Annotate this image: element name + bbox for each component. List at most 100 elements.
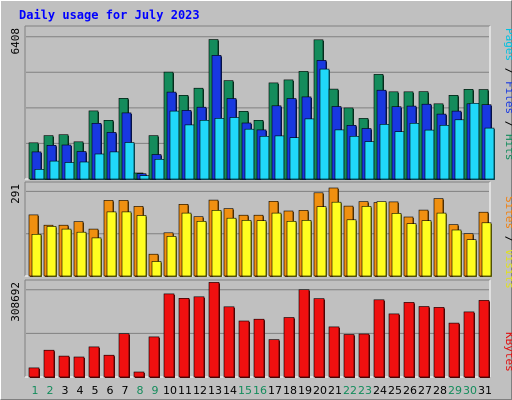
bar-pages-day-4 bbox=[79, 161, 90, 180]
bar-sites-day-17 bbox=[271, 212, 282, 277]
bar-sites-day-30 bbox=[466, 239, 477, 277]
bar-pages-day-3 bbox=[64, 162, 75, 180]
bar-kbytes-day-2 bbox=[43, 349, 55, 378]
bar-pages-day-10 bbox=[169, 110, 180, 180]
day-label-24: 24 bbox=[373, 384, 387, 397]
day-label-8: 8 bbox=[137, 384, 144, 397]
day-label-31: 31 bbox=[478, 384, 492, 397]
bar-kbytes-day-21 bbox=[328, 326, 340, 378]
day-label-21: 21 bbox=[328, 384, 342, 397]
bar-kbytes-day-14 bbox=[223, 306, 235, 378]
axis-max-label-sites_visits: 291 bbox=[9, 184, 22, 204]
bar-kbytes-day-27 bbox=[418, 306, 430, 378]
legend-entry: Hits bbox=[503, 134, 512, 161]
bar-pages-day-23 bbox=[364, 141, 375, 180]
bar-pages-day-1 bbox=[34, 169, 45, 180]
day-label-29: 29 bbox=[448, 384, 462, 397]
bar-kbytes-day-7 bbox=[118, 333, 130, 378]
bar-pages-day-6 bbox=[109, 151, 120, 180]
bar-sites-day-25 bbox=[391, 213, 402, 277]
bar-kbytes-day-18 bbox=[283, 317, 295, 378]
day-label-11: 11 bbox=[178, 384, 192, 397]
bar-sites-day-26 bbox=[406, 223, 417, 277]
bar-kbytes-day-30 bbox=[463, 311, 475, 378]
legend-entry: Sites bbox=[503, 196, 512, 229]
legend-hits-files-pages: Pages / Files / Hits bbox=[503, 28, 512, 161]
legend-sites-visits: Sites / Visits bbox=[503, 196, 512, 289]
bar-sites-day-29 bbox=[451, 229, 462, 277]
day-label-2: 2 bbox=[47, 384, 54, 397]
bar-pages-day-8 bbox=[139, 175, 150, 180]
bar-pages-day-26 bbox=[409, 123, 420, 180]
bar-kbytes-day-23 bbox=[358, 333, 370, 378]
legend-entry: Visits bbox=[503, 249, 512, 289]
day-label-17: 17 bbox=[268, 384, 282, 397]
bar-pages-day-19 bbox=[304, 118, 315, 180]
bar-sites-day-19 bbox=[301, 220, 312, 277]
bar-pages-day-11 bbox=[184, 124, 195, 180]
bar-kbytes-day-28 bbox=[433, 307, 445, 378]
day-label-30: 30 bbox=[463, 384, 477, 397]
bar-sites-day-12 bbox=[196, 221, 207, 277]
day-label-26: 26 bbox=[403, 384, 417, 397]
bar-pages-day-30 bbox=[469, 103, 480, 180]
bar-kbytes-day-22 bbox=[343, 334, 355, 378]
day-label-27: 27 bbox=[418, 384, 432, 397]
bar-kbytes-day-9 bbox=[148, 336, 160, 378]
bar-sites-day-6 bbox=[106, 211, 117, 277]
bar-kbytes-day-5 bbox=[88, 346, 100, 378]
bar-pages-day-7 bbox=[124, 142, 135, 180]
bar-pages-day-20 bbox=[319, 68, 330, 180]
bar-sites-day-10 bbox=[166, 236, 177, 277]
bar-kbytes-day-12 bbox=[193, 296, 205, 378]
bar-sites-day-14 bbox=[226, 217, 237, 277]
bar-sites-day-5 bbox=[91, 237, 102, 277]
bar-kbytes-day-13 bbox=[208, 282, 220, 378]
bar-kbytes-day-31 bbox=[478, 300, 490, 378]
bar-pages-day-29 bbox=[454, 119, 465, 180]
day-label-7: 7 bbox=[122, 384, 129, 397]
bar-sites-day-21 bbox=[331, 201, 342, 277]
bar-kbytes-day-24 bbox=[373, 299, 385, 378]
bar-sites-day-23 bbox=[361, 206, 372, 277]
day-label-12: 12 bbox=[193, 384, 207, 397]
day-label-25: 25 bbox=[388, 384, 402, 397]
bar-kbytes-day-19 bbox=[298, 289, 310, 378]
bar-sites-day-31 bbox=[481, 222, 492, 277]
bar-sites-day-2 bbox=[46, 226, 57, 277]
day-label-9: 9 bbox=[152, 384, 159, 397]
bar-pages-day-18 bbox=[289, 137, 300, 180]
bar-kbytes-day-15 bbox=[238, 320, 250, 378]
bar-pages-day-12 bbox=[199, 120, 210, 180]
bar-sites-day-18 bbox=[286, 221, 297, 277]
bar-sites-day-7 bbox=[121, 211, 132, 277]
bar-kbytes-day-1 bbox=[28, 367, 40, 378]
day-label-13: 13 bbox=[208, 384, 222, 397]
bar-pages-day-13 bbox=[214, 118, 225, 180]
day-label-20: 20 bbox=[313, 384, 327, 397]
legend-entry: KBytes bbox=[503, 332, 512, 372]
bar-kbytes-day-17 bbox=[268, 339, 280, 378]
day-label-6: 6 bbox=[107, 384, 114, 397]
bar-kbytes-day-25 bbox=[388, 313, 400, 378]
day-label-23: 23 bbox=[358, 384, 372, 397]
bar-kbytes-day-29 bbox=[448, 322, 460, 378]
bar-pages-day-24 bbox=[379, 124, 390, 180]
day-label-3: 3 bbox=[62, 384, 69, 397]
day-label-1: 1 bbox=[32, 384, 39, 397]
day-label-15: 15 bbox=[238, 384, 252, 397]
bar-pages-day-14 bbox=[229, 117, 240, 180]
legend-entry: Pages bbox=[503, 28, 512, 61]
bar-sites-day-3 bbox=[61, 228, 72, 277]
day-label-18: 18 bbox=[283, 384, 297, 397]
day-label-14: 14 bbox=[223, 384, 237, 397]
day-label-10: 10 bbox=[163, 384, 177, 397]
bar-kbytes-day-3 bbox=[58, 355, 70, 378]
bar-kbytes-day-4 bbox=[73, 356, 85, 378]
bar-sites-day-11 bbox=[181, 212, 192, 277]
day-label-4: 4 bbox=[77, 384, 84, 397]
bar-sites-day-15 bbox=[241, 220, 252, 277]
bar-sites-day-24 bbox=[376, 201, 387, 277]
bar-pages-day-21 bbox=[334, 129, 345, 180]
